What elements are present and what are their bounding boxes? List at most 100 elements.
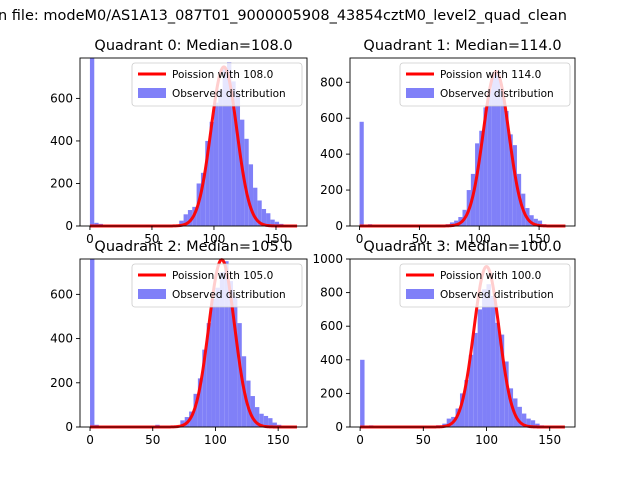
hist-bar [504, 361, 509, 427]
x-tick-label: 100 [203, 232, 226, 246]
legend-box [131, 62, 303, 107]
hist-bar [231, 81, 236, 227]
x-tick-label: 50 [145, 433, 160, 447]
hist-bar [529, 215, 534, 226]
hist-bar [211, 298, 216, 427]
legend-line-label: Poission with 108.0 [172, 69, 273, 81]
hist-bar [259, 413, 264, 427]
hist-bar [94, 222, 99, 226]
x-tick-label: 50 [416, 433, 431, 447]
hist-bar [517, 406, 522, 427]
legend-box [399, 263, 571, 308]
y-tick-label: 600 [320, 111, 343, 125]
hist-bar [537, 220, 543, 226]
hist-bar [473, 332, 478, 427]
x-tick-label: 150 [267, 433, 290, 447]
hist-bar [359, 121, 364, 226]
hist-bar [496, 71, 501, 226]
y-tick-label: 200 [50, 176, 73, 190]
y-tick-label: 200 [320, 386, 343, 400]
hist-bar [228, 281, 234, 427]
quadrant-1-panel: 0 50 100 150 0 200 400 600 800 Poission with 114.… [320, 38, 576, 246]
legend-hist-swatch [138, 88, 166, 98]
hist-bar [360, 359, 365, 427]
legend-box [399, 62, 571, 107]
axes-frame [79, 258, 308, 428]
hist-bar [464, 379, 469, 427]
y-tick-label: 600 [50, 91, 73, 105]
x-tick-label: 150 [528, 232, 551, 246]
y-tick-label: 800 [320, 286, 343, 300]
hist-bar [530, 420, 536, 427]
x-tick-label: 50 [412, 232, 427, 246]
hist-bar [202, 349, 207, 427]
quadrant-2-title: Quadrant 2: Median=105.0 [94, 239, 292, 255]
hist-bar [209, 121, 214, 226]
x-tick-label: 0 [356, 433, 364, 447]
hist-bar [479, 130, 484, 226]
hist-bar [235, 94, 241, 226]
hist-bar [500, 89, 505, 226]
quadrant-3-panel: 0 50 100 150 0 200 400 600 800 1000 Poission with … [312, 239, 576, 447]
hist-bar [274, 221, 280, 226]
legend-line-label: Poission with 100.0 [440, 270, 541, 282]
hist-bar [226, 62, 232, 226]
hist-bar [504, 111, 509, 226]
hist-bar [224, 261, 229, 427]
hist-bar [266, 213, 271, 226]
hist-bar [254, 407, 260, 427]
hist-bar [257, 200, 262, 226]
hist-bar [270, 219, 275, 226]
hist-bar [222, 68, 227, 227]
y-tick-label: 0 [65, 420, 73, 434]
hist-bar [468, 354, 474, 427]
hist-bar [206, 323, 212, 427]
hist-bar [459, 393, 465, 427]
hist-bar [213, 102, 219, 226]
x-tick-label: 150 [538, 433, 561, 447]
hist-bar [486, 284, 491, 427]
axes-frame [79, 57, 308, 227]
hist-bar [512, 145, 517, 226]
legend-line-label: Poission with 114.0 [440, 69, 541, 81]
axes-frame [349, 258, 576, 428]
y-tick-label: 200 [50, 376, 73, 390]
hist-bar [483, 107, 488, 226]
x-tick-label: 150 [265, 232, 288, 246]
hist-bar [272, 422, 277, 427]
hist-bar [187, 210, 193, 226]
y-tick-label: 200 [320, 183, 343, 197]
hist-bar [499, 334, 505, 427]
y-tick-label: 0 [65, 219, 73, 233]
legend-hist-label: Observed distribution [172, 289, 286, 301]
hist-bar [200, 172, 206, 226]
legend-hist-label: Observed distribution [440, 88, 554, 100]
x-tick-label: 100 [468, 232, 491, 246]
y-tick-label: 400 [320, 147, 343, 161]
hist-bar [526, 418, 531, 427]
hist-bar [180, 420, 185, 427]
quadrant-1-title: Quadrant 1: Median=114.0 [363, 38, 561, 54]
legend-hist-swatch [406, 88, 434, 98]
hist-bar [490, 295, 496, 427]
x-tick-label: 0 [86, 232, 94, 246]
axes-frame [349, 57, 576, 227]
hist-bar [237, 323, 242, 427]
hist-bar [233, 296, 238, 427]
hist-bar [521, 413, 527, 427]
hist-bar [268, 418, 273, 427]
hist-bar [218, 89, 223, 226]
hist-bar [183, 214, 188, 226]
quadrant-0-panel: 0 50 100 150 0 200 400 600 Poission with 108.0 Ob… [50, 38, 308, 246]
hist-bar [446, 418, 452, 427]
x-tick-label: 0 [86, 433, 94, 447]
y-tick-label: 600 [50, 287, 73, 301]
y-tick-label: 800 [320, 75, 343, 89]
hist-bar [215, 287, 220, 427]
figure-suptitle: n file: modeM0/AS1A13_087T01_9000005908_… [0, 8, 567, 24]
hist-bar [475, 143, 480, 226]
hist-bar [179, 220, 184, 226]
hist-bar [477, 309, 483, 427]
x-tick-label: 0 [356, 232, 364, 246]
